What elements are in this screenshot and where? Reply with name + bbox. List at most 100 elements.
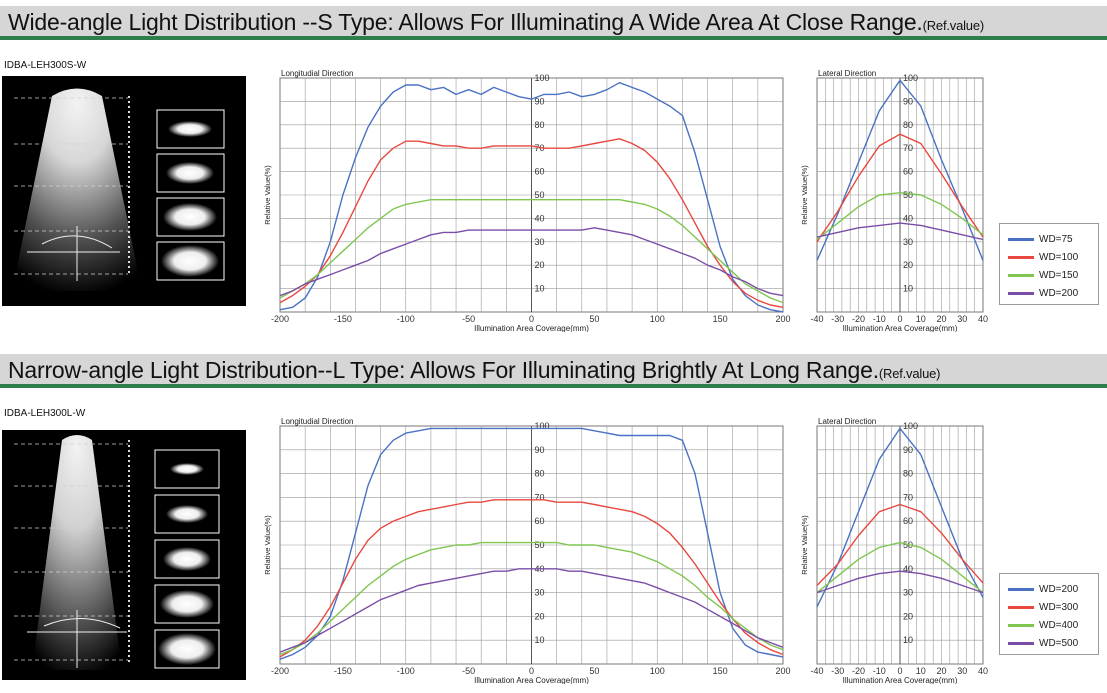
series-line bbox=[816, 191, 984, 241]
x-tick-label: 30 bbox=[957, 666, 967, 676]
y-tick-label: 100 bbox=[535, 73, 550, 83]
y-tick-label: 60 bbox=[535, 516, 545, 526]
ref-value-note: (Ref.value) bbox=[878, 366, 941, 381]
beam-illustration bbox=[14, 435, 220, 670]
series-line bbox=[816, 133, 984, 243]
y-tick-label: 40 bbox=[903, 564, 913, 574]
x-tick-label: 40 bbox=[978, 314, 988, 324]
y-tick-label: 30 bbox=[535, 588, 545, 598]
y-tick-label: 10 bbox=[535, 284, 545, 294]
legend-item: WD=400 bbox=[1008, 616, 1092, 634]
x-tick-label: -40 bbox=[810, 666, 823, 676]
legend-swatch bbox=[1008, 255, 1034, 259]
legend-label: WD=75 bbox=[1039, 233, 1073, 245]
y-tick-label: 30 bbox=[535, 237, 545, 247]
x-axis-label: Illumination Area Coverage(mm) bbox=[474, 324, 589, 332]
y-axis-label: Relative Value(%) bbox=[263, 165, 272, 225]
legend-item: WD=200 bbox=[1008, 580, 1092, 598]
legend-wide: WD=75 WD=100 WD=150 WD=200 bbox=[999, 223, 1099, 305]
section-title-wide: Wide-angle Light Distribution --S Type: … bbox=[0, 6, 1107, 40]
y-tick-label: 40 bbox=[903, 213, 913, 223]
legend-item: WD=200 bbox=[1008, 284, 1092, 302]
legend-narrow: WD=200 WD=300 WD=400 WD=500 bbox=[999, 573, 1099, 655]
y-tick-label: 100 bbox=[903, 73, 918, 83]
x-tick-label: -20 bbox=[852, 666, 865, 676]
x-tick-label: -10 bbox=[873, 666, 886, 676]
series-line bbox=[279, 227, 784, 297]
x-tick-label: -50 bbox=[462, 666, 475, 676]
y-axis-label: Relative Value(%) bbox=[800, 165, 809, 225]
chart-title: Longitudial Direction bbox=[281, 417, 354, 426]
x-tick-label: -200 bbox=[271, 314, 289, 324]
x-tick-label: 10 bbox=[916, 666, 926, 676]
legend-item: WD=150 bbox=[1008, 266, 1092, 284]
model-name: IDBA-LEH300S-W bbox=[4, 60, 87, 71]
legend-swatch bbox=[1008, 291, 1034, 295]
legend-item: WD=75 bbox=[1008, 230, 1092, 248]
chart-narrow-lateral: 10 20 30 40 50 60 70 80 90 100 -40 -30 -20 -10 0 10 20 30… bbox=[795, 414, 993, 689]
x-tick-label: -40 bbox=[810, 314, 823, 324]
chart-wide-lateral: 10 20 30 40 50 60 70 80 90 100 -40 -30 -20 -10 0 10 20 30… bbox=[795, 66, 993, 337]
series-line bbox=[279, 198, 784, 304]
series-line bbox=[816, 427, 984, 608]
legend-swatch bbox=[1008, 641, 1034, 645]
x-tick-label: -50 bbox=[462, 314, 475, 324]
y-tick-label: 100 bbox=[535, 421, 550, 431]
section-heading: Narrow-angle Light Distribution--L Type:… bbox=[8, 357, 879, 383]
x-tick-label: 200 bbox=[775, 314, 790, 324]
x-tick-label: -20 bbox=[852, 314, 865, 324]
legend-swatch bbox=[1008, 237, 1034, 241]
y-tick-label: 20 bbox=[535, 611, 545, 621]
legend-label: WD=200 bbox=[1039, 287, 1079, 299]
y-tick-label: 60 bbox=[903, 516, 913, 526]
x-tick-label: -30 bbox=[831, 666, 844, 676]
x-tick-label: 0 bbox=[529, 666, 534, 676]
x-tick-label: -100 bbox=[397, 314, 415, 324]
y-tick-label: 10 bbox=[903, 635, 913, 645]
y-axis-label: Relative Value(%) bbox=[800, 515, 809, 575]
x-tick-label: 100 bbox=[650, 314, 665, 324]
chart-title: Lateral Direction bbox=[818, 69, 876, 78]
x-tick-label: 40 bbox=[978, 666, 988, 676]
y-tick-label: 10 bbox=[535, 635, 545, 645]
x-tick-label: -150 bbox=[334, 314, 352, 324]
x-tick-label: 150 bbox=[713, 666, 728, 676]
y-tick-label: 20 bbox=[535, 260, 545, 270]
legend-swatch bbox=[1008, 273, 1034, 277]
legend-label: WD=400 bbox=[1039, 619, 1079, 631]
legend-item: WD=300 bbox=[1008, 598, 1092, 616]
y-tick-label: 20 bbox=[903, 611, 913, 621]
x-tick-label: 0 bbox=[897, 666, 902, 676]
y-tick-label: 50 bbox=[535, 540, 545, 550]
chart-title: Lateral Direction bbox=[818, 417, 876, 426]
y-tick-label: 90 bbox=[903, 96, 913, 106]
x-tick-label: 0 bbox=[897, 314, 902, 324]
y-tick-label: 50 bbox=[903, 190, 913, 200]
x-tick-label: 50 bbox=[589, 666, 599, 676]
x-tick-label: 100 bbox=[650, 666, 665, 676]
y-tick-label: 70 bbox=[535, 492, 545, 502]
beam-illustration bbox=[12, 88, 225, 291]
x-tick-label: -150 bbox=[334, 666, 352, 676]
chart-wide-longitudinal: 10 20 30 40 50 60 70 80 90 100 -200 -150 -100 -50 0 50 1… bbox=[258, 66, 793, 337]
y-tick-label: 80 bbox=[535, 469, 545, 479]
series-line bbox=[816, 503, 984, 586]
chart-title: Longitudial Direction bbox=[281, 69, 354, 78]
x-axis-label: Illumination Area Coverage(mm) bbox=[843, 324, 958, 332]
series-line bbox=[279, 82, 784, 313]
series-line bbox=[279, 541, 784, 656]
y-tick-label: 70 bbox=[903, 492, 913, 502]
y-tick-label: 90 bbox=[535, 96, 545, 106]
x-tick-label: -10 bbox=[873, 314, 886, 324]
x-tick-label: 0 bbox=[529, 314, 534, 324]
x-tick-label: 10 bbox=[916, 314, 926, 324]
y-tick-label: 60 bbox=[535, 167, 545, 177]
y-tick-label: 100 bbox=[903, 421, 918, 431]
x-tick-label: 200 bbox=[775, 666, 790, 676]
y-tick-label: 90 bbox=[535, 445, 545, 455]
section-heading: Wide-angle Light Distribution --S Type: … bbox=[8, 9, 923, 35]
x-tick-label: 50 bbox=[589, 314, 599, 324]
